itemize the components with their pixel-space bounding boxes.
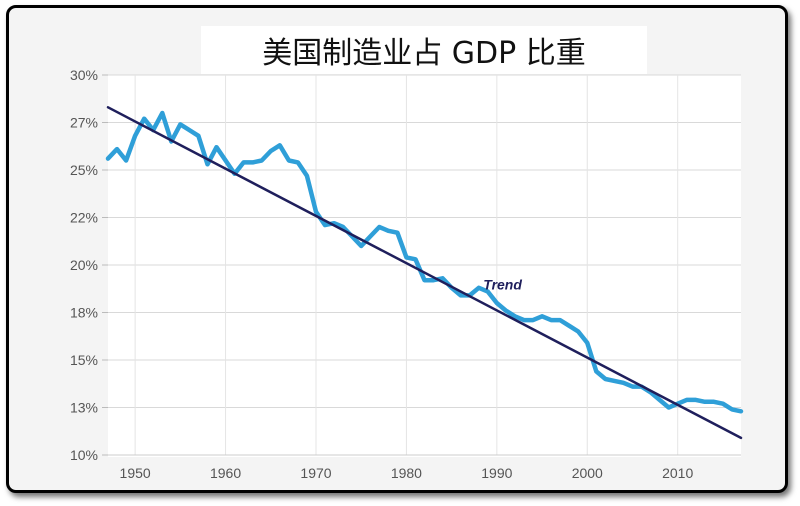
x-tick-label: 2010 (662, 465, 693, 481)
trend-line (106, 106, 743, 440)
chart-title: 美国制造业占 GDP 比重 (201, 26, 647, 74)
series-lines (105, 106, 744, 440)
annotations: Trend (483, 277, 522, 293)
y-tick-label: 15% (70, 352, 98, 368)
x-tick-label: 1970 (300, 465, 331, 481)
y-tick-label: 27% (70, 115, 98, 131)
y-tick-label: 18% (70, 305, 98, 321)
x-tick-label: 1990 (481, 465, 512, 481)
x-tick-label: 1950 (120, 465, 151, 481)
x-tick-label: 1960 (210, 465, 241, 481)
x-tick-label: 1980 (391, 465, 422, 481)
y-tick-label: 20% (70, 257, 98, 273)
y-tick-label: 30% (70, 67, 98, 83)
y-tick-label: 13% (70, 400, 98, 416)
x-tick-label: 2000 (572, 465, 603, 481)
x-axis: 1950 1960 1970 1980 1990 2000 2010 (108, 454, 741, 481)
manufacturing-share-line (105, 110, 744, 414)
trend-label: Trend (483, 277, 522, 293)
y-tick-label: 10% (70, 447, 98, 463)
y-axis: 10% 13% 15% 18% 20% 22% 25% 27% 30% (70, 67, 108, 463)
y-tick-label: 25% (70, 162, 98, 178)
plot-area (108, 75, 741, 457)
y-tick-label: 22% (70, 210, 98, 226)
